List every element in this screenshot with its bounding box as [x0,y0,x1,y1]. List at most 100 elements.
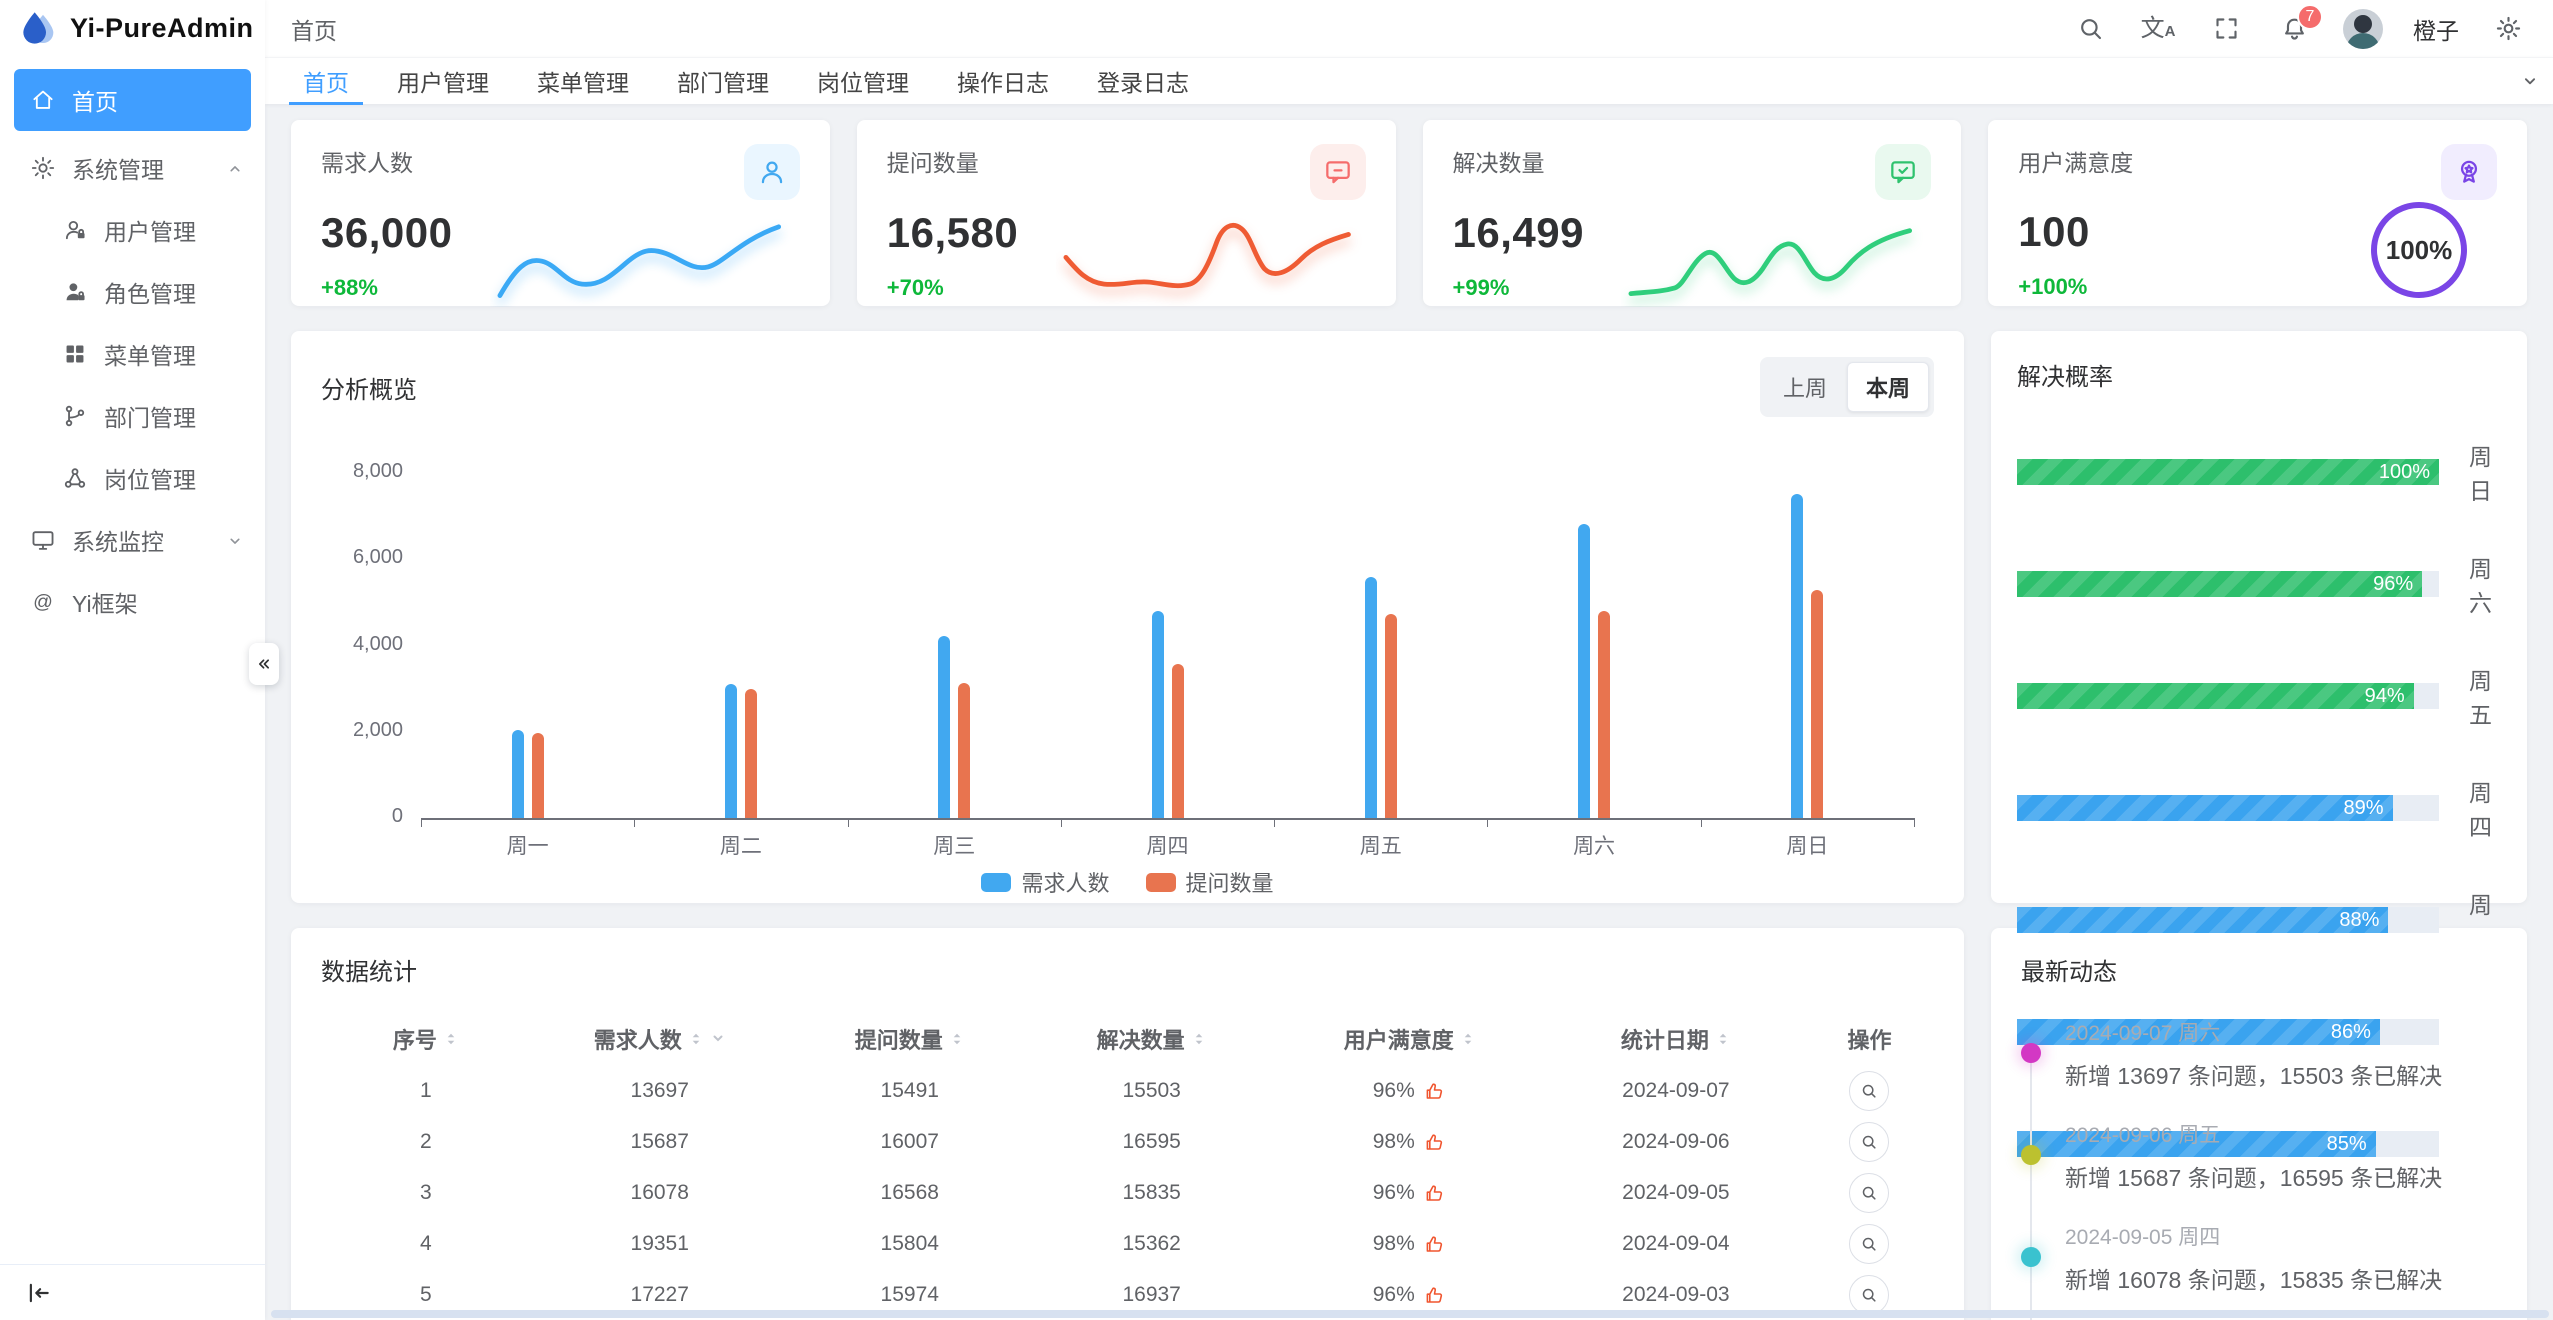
search-button[interactable] [2071,10,2109,48]
sidebar-item-system-monitor[interactable]: 系统监控 [0,509,265,571]
sidebar-item-role-management[interactable]: 角色管理 [0,261,265,323]
cell-date: 2024-09-07 [1622,1078,1730,1102]
row-view-button[interactable] [1849,1070,1890,1111]
column-label: 用户满意度 [1343,1028,1454,1053]
news-timeline: 2024-09-07 周六 新增 13697 条问题，15503 条已解决 2024… [2021,1017,2497,1320]
award-star-icon [2441,144,2497,200]
timeline-text: 新增 15687 条问题，16595 条已解决 [2065,1165,2443,1191]
fold-sidebar-icon[interactable] [26,1280,52,1306]
sidebar-item-label: 用户管理 [104,219,196,245]
stat-title: 提问数量 [886,150,979,176]
progress-day-label: 周五 [2469,668,2492,728]
horizontal-scrollbar[interactable] [271,1310,2549,1318]
tab-post-management[interactable]: 岗位管理 [817,70,909,96]
bar-需求人数-周四 [1151,611,1164,818]
timeline-item: 2024-09-06 周五 新增 15687 条问题，16595 条已解决 [2021,1119,2497,1193]
row-view-button[interactable] [1849,1121,1890,1162]
tabbar-menu-button[interactable] [2507,70,2553,92]
sidebar-item-menu-management[interactable]: 菜单管理 [0,323,265,385]
column-header-操作[interactable]: 操作 [1805,1013,1934,1065]
tab-menu-management[interactable]: 菜单管理 [537,70,629,96]
range-button-1[interactable]: 本周 [1846,362,1929,412]
tab-home[interactable]: 首页 [279,58,373,105]
sidebar-item-user-management[interactable]: 用户管理 [0,199,265,261]
progress-track: 96% [2017,571,2439,597]
sparkline-orange [1063,223,1351,289]
timeline-item: 2024-09-05 周四 新增 16078 条问题，15835 条已解决 [2021,1221,2497,1295]
row-view-button[interactable] [1849,1274,1890,1315]
cell-date: 2024-09-06 [1622,1129,1730,1153]
chevron-down-icon [2519,70,2541,92]
username[interactable]: 橙子 [2413,17,2459,44]
bar-需求人数-周五 [1364,577,1377,818]
cell-solved: 15362 [1122,1231,1181,1255]
row-view-button[interactable] [1849,1172,1890,1213]
chart-legend: 需求人数 提问数量 [321,866,1934,898]
column-header-序号[interactable]: 序号 [321,1013,531,1065]
magnifier-icon [1859,1183,1879,1203]
progress-track: 100% [2017,459,2439,485]
sidebar-collapse-button[interactable] [249,643,279,685]
sidebar-item-label: 岗位管理 [104,467,196,493]
x-axis-label: 周三 [933,835,976,858]
column-header-需求人数[interactable]: 需求人数 [531,1013,789,1065]
timeline-dot [2021,1145,2041,1165]
app-logo[interactable]: Yi-PureAdmin [0,0,265,57]
range-button-0[interactable]: 上周 [1765,362,1845,412]
solve-rate-row-周二: 86%周二 [2017,998,2507,1066]
solve-rate-row-周四: 89% 周四 [2017,774,2507,842]
tab-login-log[interactable]: 登录日志 [1097,70,1189,96]
tab-user-management[interactable]: 用户管理 [397,70,489,96]
solve-rate-card: 解决概率 100% 周日 96% 周六 94% 周五 89% 周四 88%周三 86%周二 85%周… [1991,331,2527,1176]
statistics-table-card: 数据统计 序号 需求人数 提问数量 解决数量 用户满意度 统计日期 操作 1 13697 1549… [291,928,1964,1320]
row-view-button[interactable] [1849,1223,1890,1264]
progress-fill: 89% [2017,795,2393,821]
breadcrumb: 首页 [291,17,337,44]
column-header-统计日期[interactable]: 统计日期 [1547,1013,1805,1065]
table-row: 3 16078 16568 15835 96% 2024-09-05 [321,1167,1934,1218]
fullscreen-button[interactable] [2207,10,2245,48]
column-label: 操作 [1847,1028,1892,1053]
thumbs-up-icon [1423,1181,1447,1205]
column-header-提问数量[interactable]: 提问数量 [789,1013,1031,1065]
sidebar-item-post-management[interactable]: 岗位管理 [0,447,265,509]
sidebar-item-dept-management[interactable]: 部门管理 [0,385,265,447]
cell-index: 5 [420,1282,432,1306]
cell-demand: 19351 [630,1231,689,1255]
thumbs-up-icon [1423,1079,1447,1103]
chat-check-icon [1875,144,1932,200]
content: 需求人数 36,000 +88% [265,104,2553,1320]
x-axis-tick [1487,818,1489,827]
column-label: 提问数量 [854,1028,943,1053]
topbar-actions: 文A 7 橙子 [2071,3,2527,49]
sidebar-item-home[interactable]: 首页 [14,69,251,131]
column-header-用户满意度[interactable]: 用户满意度 [1273,1013,1547,1065]
cell-solved: 16595 [1122,1129,1181,1153]
x-axis-tick [1060,818,1062,827]
translate-button[interactable]: 文A [2139,10,2177,48]
cell-demand: 13697 [630,1078,689,1102]
sidebar-item-system-management[interactable]: 系统管理 [0,137,265,199]
avatar[interactable] [2343,8,2383,49]
tab-operation-log[interactable]: 操作日志 [957,70,1049,96]
logo-droplet-icon [18,9,58,49]
cell-date: 2024-09-04 [1622,1231,1730,1255]
sidebar-item-label: 系统管理 [72,157,164,183]
column-label: 需求人数 [593,1028,682,1053]
column-header-解决数量[interactable]: 解决数量 [1031,1013,1273,1065]
sidebar-item-yi-framework[interactable]: @ Yi框架 [0,571,265,633]
stat-value: 16,499 [1452,209,1584,256]
settings-button[interactable] [2489,10,2527,48]
notification-badge: 7 [2297,3,2323,30]
mid-row: 分析概览 上周 本周 0 2,000 4,000 6,000 8,000 周一 周二 周三 周四周… [291,331,2527,1176]
legend-item-提问数量[interactable]: 提问数量 [1145,866,1274,898]
legend-item-需求人数[interactable]: 需求人数 [981,866,1110,898]
x-axis-tick [421,818,422,827]
tab-dept-management[interactable]: 部门管理 [677,70,769,96]
stat-value: 36,000 [321,209,453,256]
overview-title: 分析概览 [321,376,417,404]
cell-date: 2024-09-03 [1622,1282,1730,1306]
notifications-button[interactable]: 7 [2275,3,2323,48]
cell-demand: 15687 [630,1129,689,1153]
progress-track: 86% [2017,1019,2439,1045]
